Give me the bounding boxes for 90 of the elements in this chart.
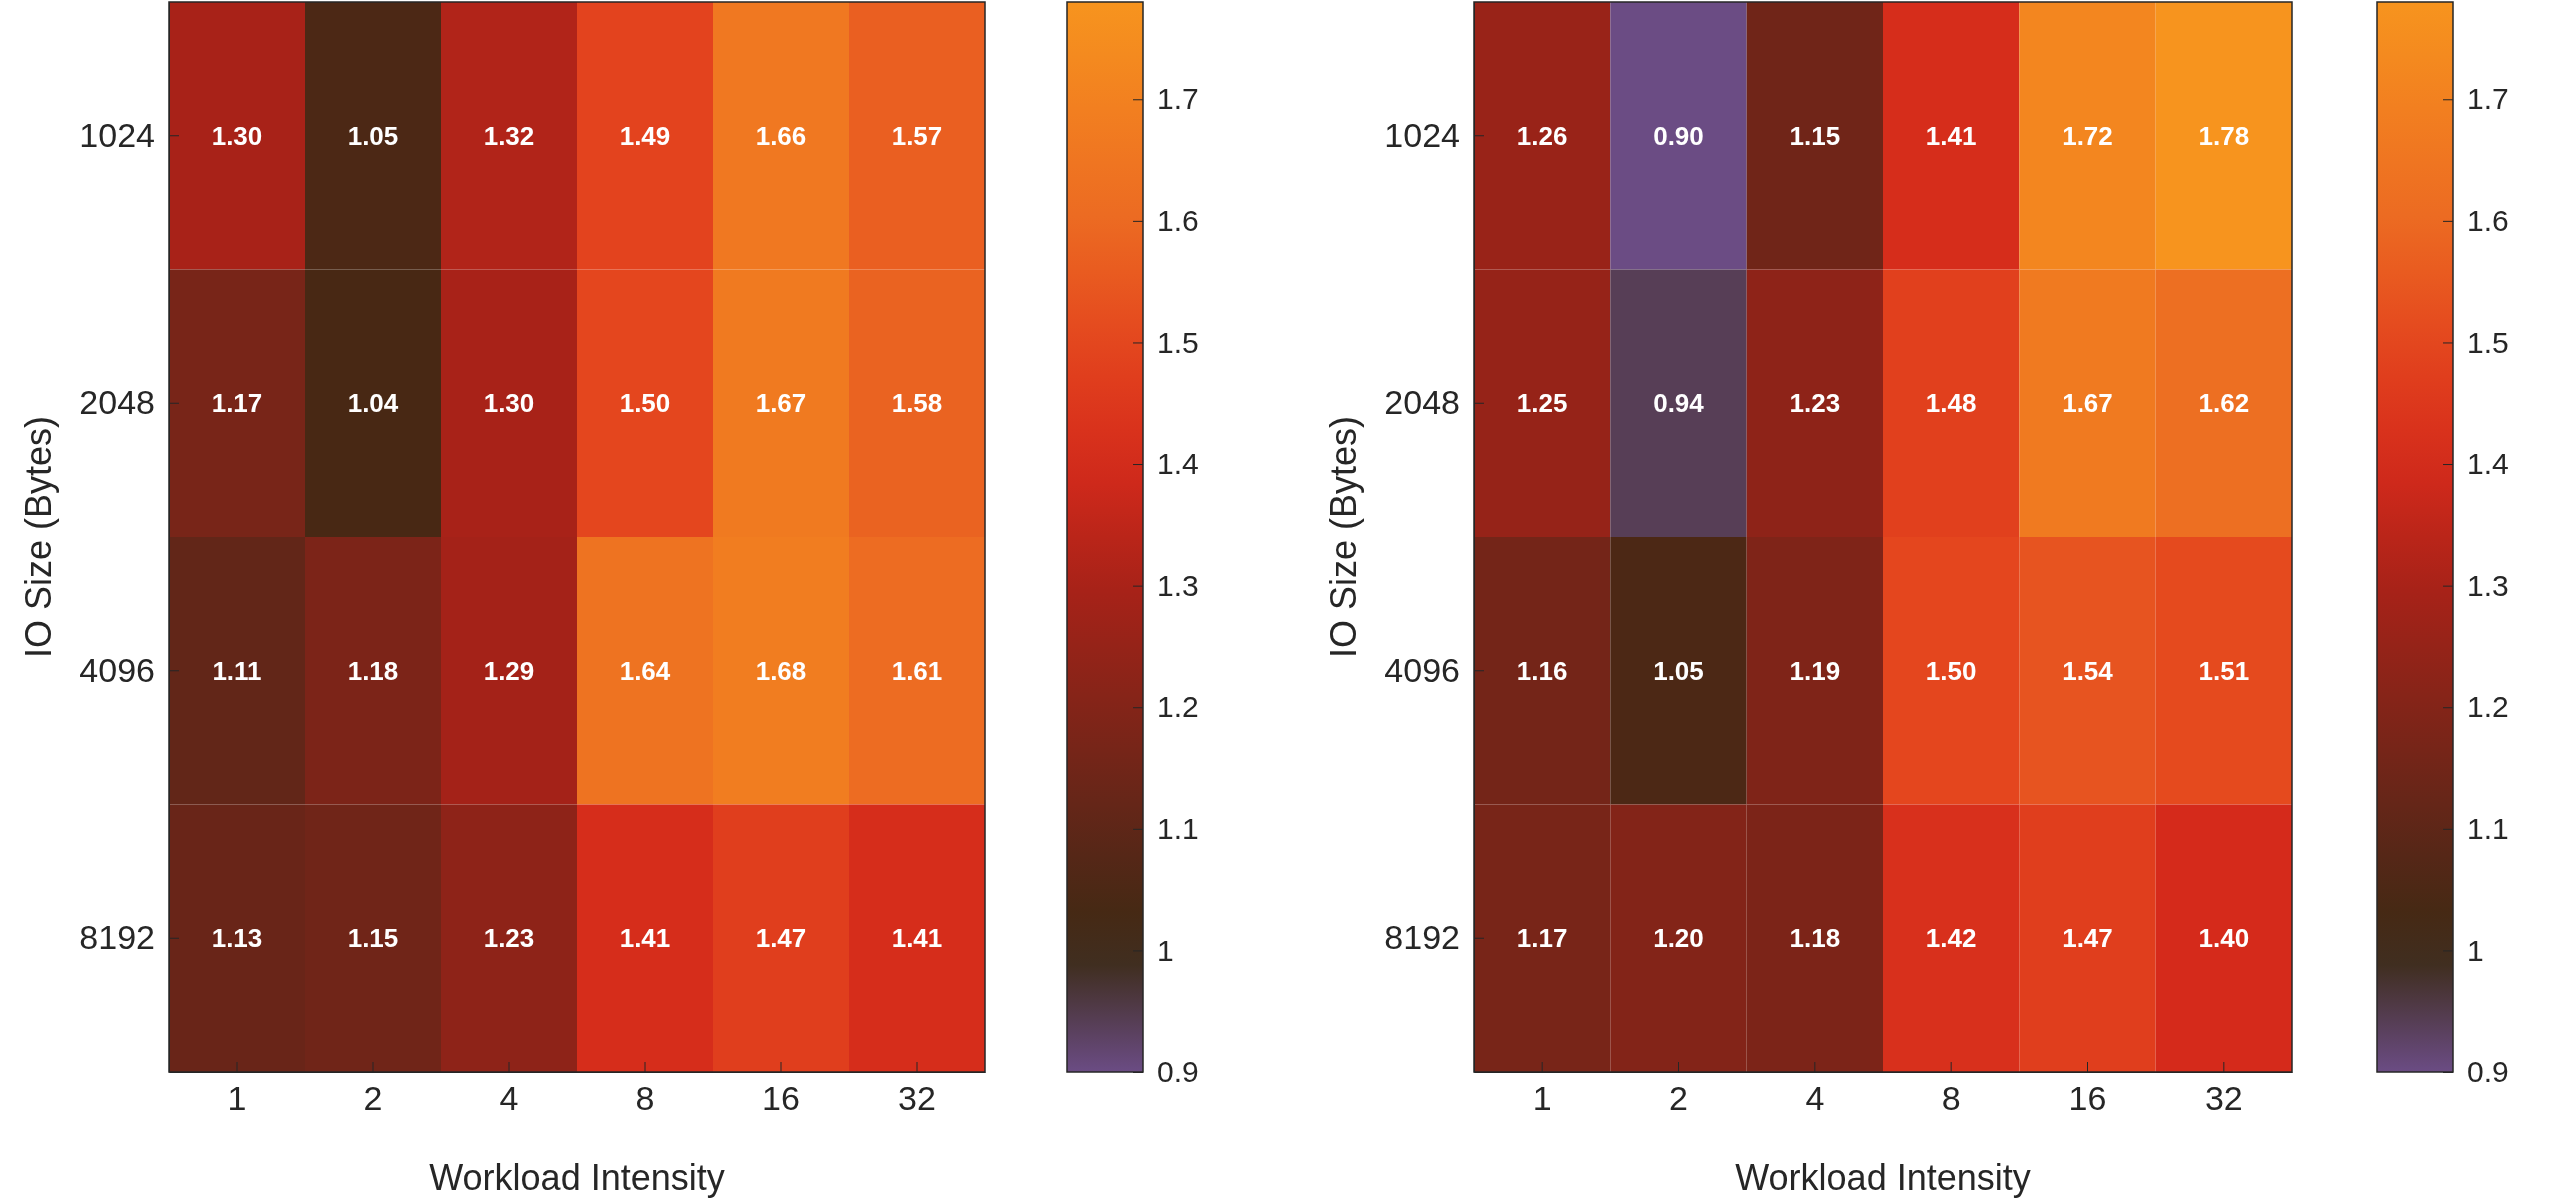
data-label: 1.66 [755, 120, 807, 151]
color-bar-label: 0.9 [2467, 1055, 2509, 1089]
data-label: 1.20 [1653, 923, 1704, 954]
data-label: 1.47 [2062, 923, 2113, 954]
data-label: 1.40 [2198, 923, 2250, 954]
data-label: 1.05 [347, 120, 399, 151]
data-label: 1.58 [891, 388, 943, 419]
color-bar-label: 1.6 [1157, 203, 1199, 237]
data-label: 1.67 [2062, 388, 2113, 419]
data-label: 1.41 [619, 923, 671, 954]
data-label: 1.64 [619, 655, 671, 686]
data-label: 1.18 [1789, 923, 1841, 954]
color-bar-label: 1 [2467, 933, 2484, 967]
data-label: 1.47 [755, 923, 807, 954]
y-tick-label: 1024 [1384, 115, 1460, 154]
color-bar-label: 1 [1157, 933, 1174, 967]
data-label: 1.30 [483, 388, 535, 419]
data-label: 1.62 [2198, 388, 2250, 419]
data-label: 1.48 [1925, 388, 1977, 419]
data-label: 1.72 [2062, 120, 2113, 151]
data-label: 0.90 [1653, 120, 1704, 151]
data-label: 1.68 [755, 655, 807, 686]
x-tick-label: 32 [898, 1079, 936, 1118]
data-label: 1.18 [347, 655, 399, 686]
color-bar-label: 0.9 [1157, 1055, 1199, 1089]
x-tick-label: 2 [1669, 1079, 1688, 1118]
data-label: 1.15 [1789, 120, 1841, 151]
data-label: 1.61 [891, 655, 943, 686]
x-axis-title: Workload Intensity [1735, 1157, 2031, 1198]
x-tick-label: 16 [762, 1079, 800, 1118]
x-tick-label: 8 [1941, 1079, 1961, 1118]
data-label: 1.19 [1789, 655, 1841, 686]
data-label: 1.16 [1516, 655, 1568, 686]
data-label: 1.41 [1925, 120, 1977, 151]
data-label: 1.51 [2198, 655, 2250, 686]
x-axis-title: Workload Intensity [429, 1157, 725, 1198]
data-label: 1.49 [619, 120, 671, 151]
data-label: 1.50 [1925, 655, 1977, 686]
x-tick-label: 4 [1805, 1079, 1825, 1118]
data-label: 1.67 [755, 388, 807, 419]
color-bar-label: 1.5 [1157, 325, 1199, 359]
color-bar-label: 1.2 [1157, 690, 1199, 724]
x-tick-label: 1 [227, 1079, 247, 1118]
data-label: 1.23 [1789, 388, 1841, 419]
color-bar-label: 1.5 [2467, 325, 2509, 359]
color-bar-label: 1.7 [1157, 82, 1199, 116]
x-tick-label: 16 [2068, 1079, 2107, 1118]
y-tick-label: 8192 [1384, 918, 1460, 957]
data-label: 1.17 [1516, 923, 1568, 954]
data-label: 1.11 [212, 655, 262, 686]
color-bar-label: 1.3 [2467, 568, 2509, 602]
x-tick-label: 2 [363, 1079, 383, 1118]
data-label: 1.05 [1653, 655, 1704, 686]
data-label: 0.94 [1653, 388, 1705, 419]
data-label: 1.17 [211, 388, 263, 419]
color-bar-label: 1.1 [2467, 811, 2509, 845]
y-axis-title: IO Size (Bytes) [18, 415, 59, 659]
data-label: 1.04 [347, 388, 399, 419]
y-tick-label: 4096 [1384, 650, 1460, 689]
x-tick-label: 8 [635, 1079, 655, 1118]
color-bar-label: 1.7 [2467, 82, 2509, 116]
y-tick-label: 2048 [79, 383, 155, 422]
y-axis-title: IO Size (Bytes) [1323, 415, 1364, 659]
color-bar-label: 1.3 [1157, 568, 1199, 602]
data-label: 1.41 [891, 923, 943, 954]
color-bar-label: 1.4 [1157, 447, 1199, 481]
color-bar-label: 1.4 [2467, 447, 2509, 481]
data-label: 1.57 [891, 120, 943, 151]
color-bar-label: 1.6 [2467, 203, 2509, 237]
data-label: 1.42 [1925, 923, 1977, 954]
x-tick-label: 32 [2204, 1079, 2243, 1118]
y-tick-label: 1024 [79, 115, 155, 154]
data-label: 1.23 [483, 923, 535, 954]
data-label: 1.15 [347, 923, 399, 954]
y-tick-label: 4096 [79, 650, 155, 689]
color-bar-label: 1.2 [2467, 690, 2509, 724]
x-tick-label: 4 [499, 1079, 519, 1118]
data-label: 1.13 [211, 923, 263, 954]
data-label: 1.32 [483, 120, 535, 151]
data-label: 1.78 [2198, 120, 2250, 151]
data-label: 1.25 [1516, 388, 1568, 419]
y-tick-label: 8192 [79, 918, 155, 957]
data-label: 1.26 [1516, 120, 1568, 151]
x-tick-label: 1 [1532, 1079, 1552, 1118]
data-label: 1.29 [483, 655, 535, 686]
data-label: 1.54 [2062, 655, 2114, 686]
color-bar-label: 1.1 [1157, 811, 1199, 845]
data-label: 1.50 [619, 388, 671, 419]
y-tick-label: 2048 [1384, 383, 1460, 422]
data-label: 1.30 [211, 120, 263, 151]
